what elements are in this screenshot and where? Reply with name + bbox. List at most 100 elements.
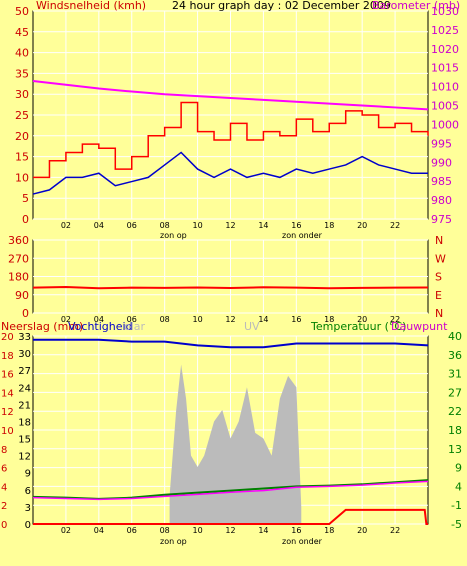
x-tick-label: 18	[324, 315, 334, 324]
wind-series	[32, 79, 429, 195]
wind-tick-label: 40	[15, 47, 29, 60]
sunset-label-1: zon onder	[282, 231, 323, 240]
barometer-tick-label: 1010	[431, 81, 459, 94]
solar-tick-label: 21	[18, 400, 31, 411]
compass-tick-label: W	[435, 252, 446, 265]
solar-area-fill	[169, 364, 302, 524]
barometer-tick-label: 1025	[431, 24, 459, 37]
solar-tick-label: 6	[25, 486, 31, 497]
solar-tick-label: 18	[18, 417, 31, 428]
wind-tick-label: 5	[22, 192, 29, 205]
rain-tick-label: 20	[1, 332, 14, 343]
chart-title: 24 hour graph day : 02 December 2009	[172, 0, 391, 12]
direction-tick-label: 90	[15, 289, 29, 302]
compass-tick-label: S	[435, 271, 442, 284]
rain-tick-label: 18	[1, 351, 14, 362]
barometer-tick-label: 980	[431, 194, 452, 207]
barometer-tick-label: 975	[431, 213, 452, 226]
temperature-tick-label: 22	[448, 405, 462, 418]
x-tick-label: 02	[61, 315, 71, 324]
solar-tick-label: 3	[25, 503, 31, 514]
x-tick-label: 10	[192, 221, 202, 230]
rain-tick-label: 0	[1, 520, 7, 531]
rain-tick-label: 2	[1, 501, 7, 512]
wind-tick-label: 30	[15, 88, 29, 101]
x-tick-label: 16	[291, 221, 301, 230]
wind-tick-label: 45	[15, 26, 29, 39]
x-tick-label: 02	[61, 221, 71, 230]
barometer-tick-label: 1015	[431, 62, 459, 75]
x-tick-label: 20	[357, 526, 367, 535]
x-tick-label: 08	[160, 526, 170, 535]
direction-tick-label: 270	[8, 252, 29, 265]
barometer-axis-label: Barometer (mb)	[372, 0, 460, 12]
sunrise-label-2: zon op	[160, 537, 187, 546]
direction-line	[32, 286, 429, 290]
barometer-tick-label: 985	[431, 175, 452, 188]
x-tick-label: 20	[357, 221, 367, 230]
wind-tick-label: 25	[15, 109, 29, 122]
uv-axis-label: UV	[244, 320, 260, 333]
x-tick-label: 14	[258, 526, 268, 535]
rain-tick-label: 12	[1, 407, 14, 418]
x-tick-label: 04	[94, 221, 104, 230]
wind-gust-line	[33, 101, 429, 179]
x-tick-label: 14	[258, 221, 268, 230]
temperature-tick-label: 9	[455, 462, 462, 475]
x-tick-label: 06	[127, 315, 137, 324]
humidity-axis-label: Vochtigheid	[68, 320, 133, 333]
temperature-tick-label: -5	[451, 518, 462, 531]
wind-tick-label: 15	[15, 151, 29, 164]
rain-tick-label: 16	[1, 370, 14, 381]
solar-tick-label: 12	[18, 452, 31, 463]
solar-area	[169, 364, 302, 524]
x-tick-label: 14	[258, 315, 268, 324]
temperature-tick-label: 36	[448, 349, 462, 362]
x-tick-label: 22	[390, 221, 400, 230]
solar-tick-label: 30	[18, 349, 31, 360]
barometer-tick-label: 1030	[431, 5, 459, 18]
x-tick-label: 10	[192, 315, 202, 324]
x-tick-label: 22	[390, 526, 400, 535]
x-tick-label: 06	[127, 221, 137, 230]
compass-tick-label: N	[435, 234, 443, 247]
x-tick-label: 12	[225, 221, 235, 230]
barometer-tick-label: 1020	[431, 43, 459, 56]
temperature-tick-label: 4	[455, 480, 462, 493]
barometer-tick-label: 995	[431, 137, 452, 150]
solar-tick-label: 9	[25, 469, 31, 480]
rain-line	[33, 508, 428, 525]
rain-tick-label: 10	[1, 426, 14, 437]
wind-tick-label: 50	[15, 5, 29, 18]
avg-wind-line	[32, 151, 428, 195]
humidity-line	[33, 338, 429, 349]
dewpoint-line	[32, 480, 429, 501]
compass-tick-label: N	[435, 307, 443, 320]
wind-axis-label: Windsnelheid (kmh)	[36, 0, 146, 12]
x-tick-label: 06	[127, 526, 137, 535]
barometer-line	[32, 79, 429, 111]
x-tick-label: 22	[390, 315, 400, 324]
barometer-tick-label: 1000	[431, 118, 459, 131]
solar-tick-label: 0	[25, 520, 31, 531]
rain-tick-label: 14	[1, 388, 14, 399]
rain-tick-label: 8	[1, 445, 7, 456]
x-tick-label: 08	[160, 315, 170, 324]
temperature-tick-label: 18	[448, 424, 462, 437]
x-tick-label: 04	[94, 315, 104, 324]
wind-tick-label: 35	[15, 67, 29, 80]
x-tick-label: 12	[225, 526, 235, 535]
x-tick-label: 18	[324, 221, 334, 230]
x-tick-label: 12	[225, 315, 235, 324]
temperature-tick-label: 31	[448, 368, 462, 381]
direction-tick-label: 180	[8, 271, 29, 284]
temperature-tick-label: 27	[448, 386, 462, 399]
dewpoint-axis-label: Dauwpunt	[391, 320, 448, 333]
x-tick-label: 10	[192, 526, 202, 535]
sunset-label-2: zon onder	[282, 537, 323, 546]
direction-tick-label: 360	[8, 234, 29, 247]
wind-tick-label: 0	[22, 213, 29, 226]
solar-tick-label: 24	[18, 383, 31, 394]
temperature-tick-label: 40	[448, 330, 462, 343]
